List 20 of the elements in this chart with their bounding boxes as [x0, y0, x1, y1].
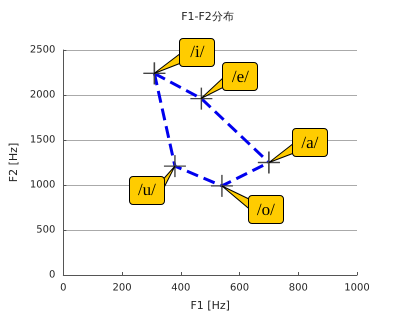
x-tick-label: 0	[60, 282, 67, 294]
y-tick-label: 500	[36, 224, 56, 236]
x-axis-title: F1 [Hz]	[190, 299, 230, 312]
x-tick-label: 200	[112, 282, 132, 294]
y-tick-label: 1000	[30, 180, 56, 190]
y-tick-label: 0	[48, 270, 56, 280]
annotation: /a/	[301, 132, 318, 152]
y-tick-label: 1500	[30, 134, 56, 146]
annotation: /o/	[256, 200, 275, 220]
chart-title: F1-F2分布	[181, 10, 234, 23]
x-tick-label: 600	[230, 282, 250, 294]
x-tick-label: 800	[288, 282, 308, 294]
y-tick-label: 2500	[30, 44, 56, 56]
annotation: /u/	[138, 180, 156, 200]
annotation: /e/	[232, 66, 249, 87]
x-tick-label: 400	[171, 282, 190, 294]
y-axis-title: F2 [Hz]	[7, 142, 20, 182]
annotation: /i/	[190, 42, 204, 62]
x-tick-label: 1000	[344, 282, 370, 294]
y-tick-label: 2000	[30, 90, 56, 100]
